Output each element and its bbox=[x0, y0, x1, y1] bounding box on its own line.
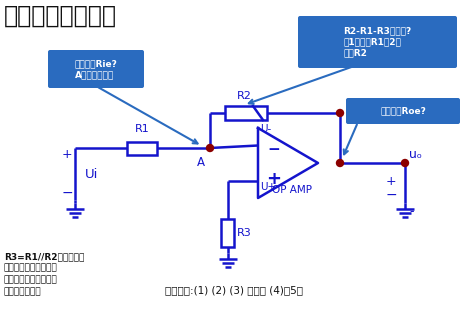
Circle shape bbox=[337, 159, 344, 166]
Text: +: + bbox=[62, 148, 73, 162]
Text: OP AMP: OP AMP bbox=[272, 185, 312, 195]
Text: +: + bbox=[386, 175, 396, 188]
Text: U-: U- bbox=[260, 124, 271, 134]
Bar bbox=[221, 219, 235, 247]
Text: R3=R1//R2可减小输出
直流噪声。摘自《电子
系统设计与实践》贺立
新、王涵等编著: R3=R1//R2可减小输出 直流噪声。摘自《电子 系统设计与实践》贺立 新、王… bbox=[4, 252, 84, 296]
Circle shape bbox=[337, 109, 344, 116]
FancyBboxPatch shape bbox=[298, 16, 457, 68]
Text: U+: U+ bbox=[260, 182, 276, 193]
Text: 输出电阻Roe?: 输出电阻Roe? bbox=[380, 107, 426, 116]
Circle shape bbox=[207, 145, 213, 151]
Text: uₒ: uₒ bbox=[409, 148, 422, 161]
Text: 学生总结:(1) (2) (3) 反相器 (4)（5）: 学生总结:(1) (2) (3) 反相器 (4)（5） bbox=[165, 285, 303, 295]
Text: R1: R1 bbox=[135, 124, 150, 134]
Text: -: - bbox=[409, 205, 413, 218]
Text: −: − bbox=[385, 188, 397, 202]
Text: 输入电阻Rie?
A点电压的确定: 输入电阻Rie? A点电压的确定 bbox=[74, 59, 118, 79]
Text: −: − bbox=[268, 142, 281, 157]
Text: R3: R3 bbox=[237, 228, 252, 238]
Circle shape bbox=[401, 159, 409, 166]
Text: −: − bbox=[61, 186, 73, 200]
Text: R2-R1-R3的确定?
（1）先定R1（2）
先定R2: R2-R1-R3的确定? （1）先定R1（2） 先定R2 bbox=[343, 26, 411, 58]
Text: A: A bbox=[197, 156, 205, 169]
Text: R2: R2 bbox=[237, 91, 251, 101]
Text: 反相放大电路原理: 反相放大电路原理 bbox=[4, 4, 117, 28]
Bar bbox=[225, 106, 267, 120]
Text: Ui: Ui bbox=[85, 167, 99, 180]
FancyBboxPatch shape bbox=[48, 50, 144, 88]
FancyBboxPatch shape bbox=[346, 98, 460, 124]
Bar bbox=[128, 141, 157, 155]
Text: +: + bbox=[266, 170, 282, 188]
